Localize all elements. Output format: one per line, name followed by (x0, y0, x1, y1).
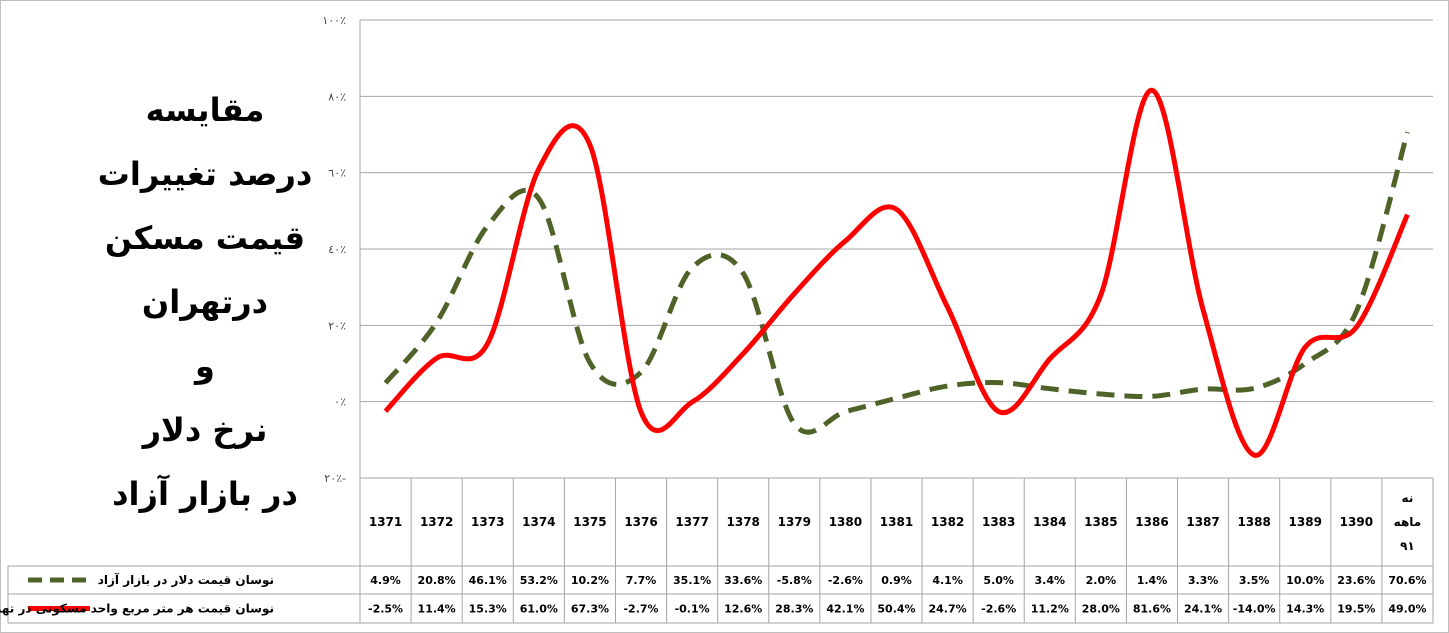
data-label: 4.1% (932, 574, 963, 587)
data-label: 15.3% (469, 603, 507, 616)
data-label: 23.6% (1337, 574, 1375, 587)
x-tick-label: 1389 (1289, 515, 1322, 529)
title-line: درصد تغییرات (97, 155, 313, 193)
x-tick-label: 1387 (1186, 515, 1219, 529)
data-label: 70.6% (1388, 574, 1426, 587)
x-tick-label: 1376 (624, 515, 657, 529)
x-tick-label: 1386 (1135, 515, 1168, 529)
x-tick-label: 1390 (1340, 515, 1373, 529)
x-tick-label: 1377 (675, 515, 708, 529)
data-label: 35.1% (673, 574, 711, 587)
data-label: 14.3% (1286, 603, 1324, 616)
data-label: 0.9% (881, 574, 912, 587)
data-label: 50.4% (877, 603, 915, 616)
x-tick-label: 1373 (471, 515, 504, 529)
x-tick-label: 1375 (573, 515, 606, 529)
data-label: 67.3% (571, 603, 609, 616)
x-tick-label: نه ماهه ۹۱ (1394, 491, 1422, 553)
data-label: 10.2% (571, 574, 609, 587)
title-line: نرخ دلار (142, 411, 268, 449)
y-tick-label: ١٠٠٪ (322, 14, 346, 27)
series-line-1 (383, 87, 1410, 458)
x-tick-label: 1382 (931, 515, 964, 529)
data-label: -2.6% (828, 574, 863, 587)
data-label: 19.5% (1337, 603, 1375, 616)
data-label: -2.5% (368, 603, 403, 616)
title-line: قیمت مسکن (104, 219, 306, 257)
data-label: 49.0% (1388, 603, 1426, 616)
y-tick-label: ٤٠٪ (328, 243, 346, 256)
x-tick-label: 1371 (369, 515, 402, 529)
data-label: 4.9% (370, 574, 401, 587)
data-label: 3.5% (1239, 574, 1270, 587)
title-line: و (195, 347, 215, 385)
data-label: 1.4% (1137, 574, 1168, 587)
series-name-0: نوسان قیمت دلار در بازار آزاد (98, 572, 274, 588)
data-label: 53.2% (520, 574, 558, 587)
data-label: 24.7% (929, 603, 967, 616)
data-label: 11.2% (1031, 603, 1069, 616)
y-tick-label: ٢٠٪ (328, 319, 346, 332)
data-label: 46.1% (469, 574, 507, 587)
data-label: -14.0% (1233, 603, 1276, 616)
data-label: 28.0% (1082, 603, 1120, 616)
x-tick-label: 1372 (420, 515, 453, 529)
data-label: 11.4% (418, 603, 456, 616)
x-tick-label: 1379 (778, 515, 811, 529)
x-tick-label: 1384 (1033, 515, 1066, 529)
data-label: 2.0% (1086, 574, 1117, 587)
data-label: 24.1% (1184, 603, 1222, 616)
y-tick-label: ٢٠٪- (324, 472, 346, 485)
chart-title: مقایسه درصد تغییرات قیمت مسکن درتهران و نرخ د… (70, 78, 340, 526)
title-line: مقایسه (145, 91, 265, 129)
x-tick-label: 1378 (727, 515, 760, 529)
data-label: 3.3% (1188, 574, 1219, 587)
data-label: 3.4% (1035, 574, 1066, 587)
x-tick-label: 1374 (522, 515, 555, 529)
y-tick-label: ٠٪ (334, 396, 346, 409)
data-label: -0.1% (675, 603, 710, 616)
series-line-0 (383, 131, 1410, 435)
x-tick-label: 1381 (880, 515, 913, 529)
data-label: 7.7% (626, 574, 657, 587)
data-label: -2.7% (623, 603, 658, 616)
x-tick-label: 1385 (1084, 515, 1117, 529)
data-label: 10.0% (1286, 574, 1324, 587)
x-tick-label: 1383 (982, 515, 1015, 529)
title-line: درتهران (141, 283, 269, 321)
data-label: 42.1% (826, 603, 864, 616)
data-label: 33.6% (724, 574, 762, 587)
data-label: 61.0% (520, 603, 558, 616)
data-label: -2.6% (981, 603, 1016, 616)
data-label: 5.0% (983, 574, 1014, 587)
data-label: 28.3% (775, 603, 813, 616)
y-tick-label: ٦٠٪ (328, 167, 346, 180)
data-label: 20.8% (418, 574, 456, 587)
y-tick-label: ٨٠٪ (328, 90, 346, 103)
title-line: در بازار آزاد (112, 475, 298, 513)
series-name-1: نوسان قیمت هر متر مربع واحد مسکونی در ته… (0, 602, 274, 617)
data-label: -5.8% (777, 574, 812, 587)
data-label: 12.6% (724, 603, 762, 616)
x-tick-label: 1380 (829, 515, 862, 529)
x-tick-label: 1388 (1237, 515, 1270, 529)
data-label: 81.6% (1133, 603, 1171, 616)
